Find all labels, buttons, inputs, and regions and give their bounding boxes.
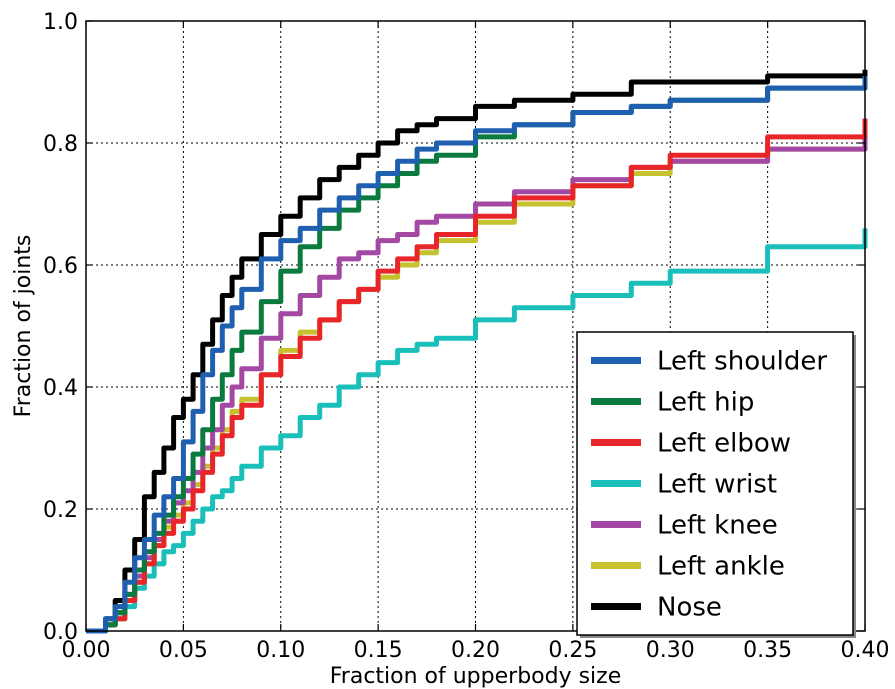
x-tick-label: 0.35 — [743, 638, 792, 663]
legend-label: Left knee — [657, 511, 778, 541]
y-tick-label: 0.6 — [43, 254, 78, 279]
x-tick-label: 0.15 — [354, 638, 403, 663]
x-tick-label: 0.05 — [159, 638, 208, 663]
legend: Left shoulder Left hip Left elbow Left wris… — [576, 331, 856, 638]
x-tick-label: 0.30 — [646, 638, 695, 663]
series-line — [86, 75, 868, 634]
series-line — [86, 228, 868, 634]
legend-label: Left shoulder — [657, 347, 827, 377]
x-tick-label: 0.25 — [548, 638, 597, 663]
y-tick-label: 1.0 — [43, 10, 78, 35]
y-tick-labels: 0.0 0.2 0.4 0.6 0.8 1.0 — [43, 10, 78, 645]
series-line — [86, 69, 868, 634]
legend-label: Left wrist — [657, 470, 777, 500]
y-tick-label: 0.2 — [43, 498, 78, 523]
legend-label: Left hip — [657, 388, 754, 418]
legend-label: Left elbow — [657, 429, 791, 459]
y-tick-label: 0.0 — [43, 620, 78, 645]
y-tick-label: 0.4 — [43, 376, 78, 401]
x-tick-labels: 0.00 0.05 0.10 0.15 0.20 0.25 0.30 0.35 0.40 — [62, 638, 890, 663]
y-tick-label: 0.8 — [43, 132, 78, 157]
series-lines — [86, 69, 868, 634]
legend-label: Left ankle — [657, 552, 785, 582]
x-tick-label: 0.40 — [841, 638, 890, 663]
x-tick-label: 0.20 — [451, 638, 500, 663]
legend-label: Nose — [657, 593, 722, 623]
series-line — [86, 118, 868, 634]
x-tick-label: 0.00 — [62, 638, 111, 663]
x-tick-label: 0.10 — [256, 638, 305, 663]
y-axis-label: Fraction of joints — [11, 235, 36, 418]
x-axis-label: Fraction of upperbody size — [330, 664, 622, 689]
